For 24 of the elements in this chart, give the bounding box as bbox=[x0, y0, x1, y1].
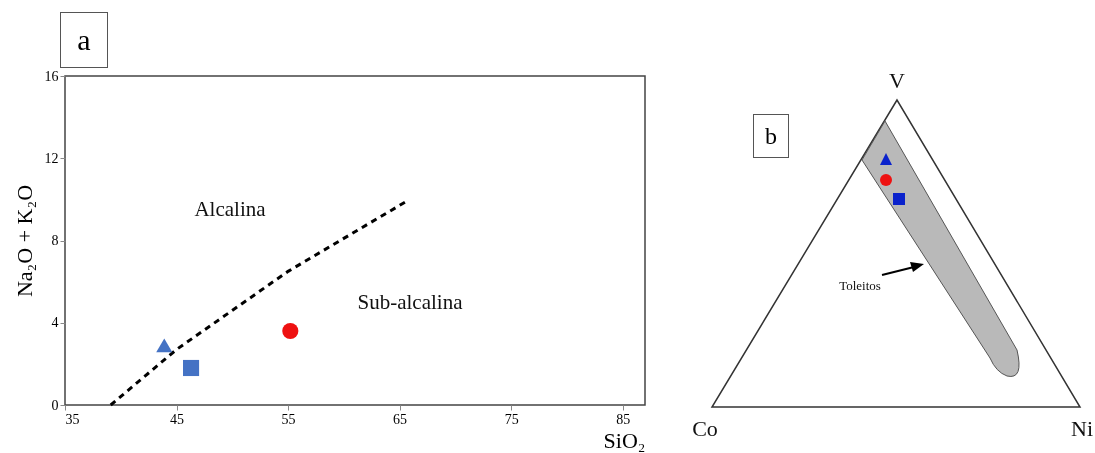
chart-title: a bbox=[60, 12, 108, 68]
y-tick-label: 4 bbox=[51, 315, 59, 331]
point bbox=[156, 338, 173, 353]
text: Ni bbox=[1071, 416, 1093, 441]
text: Co bbox=[692, 416, 718, 441]
point bbox=[182, 359, 200, 377]
text: b bbox=[753, 114, 789, 158]
y-tick-label: 12 bbox=[44, 150, 59, 166]
x-tick-label: 75 bbox=[504, 411, 519, 427]
text: Toleitos bbox=[839, 278, 881, 293]
x-tick-label: 45 bbox=[170, 411, 185, 427]
annotation: Sub-alcalina bbox=[357, 290, 464, 314]
x-tick-label: 55 bbox=[281, 411, 296, 427]
annotation: Alcalina bbox=[194, 197, 267, 221]
x-axis-title: SiO₂ bbox=[603, 427, 646, 453]
y-tick-label: 16 bbox=[44, 68, 59, 84]
x-tick-label: 85 bbox=[616, 411, 631, 427]
point bbox=[282, 322, 299, 340]
y-axis-title: Na₂O + K₂O bbox=[11, 184, 37, 298]
x-tick-label: 35 bbox=[65, 411, 80, 427]
y-tick-label: 8 bbox=[51, 233, 59, 248]
y-tick-label: 0 bbox=[51, 397, 59, 413]
x-tick-label: 65 bbox=[393, 411, 408, 427]
text: V bbox=[889, 68, 906, 93]
